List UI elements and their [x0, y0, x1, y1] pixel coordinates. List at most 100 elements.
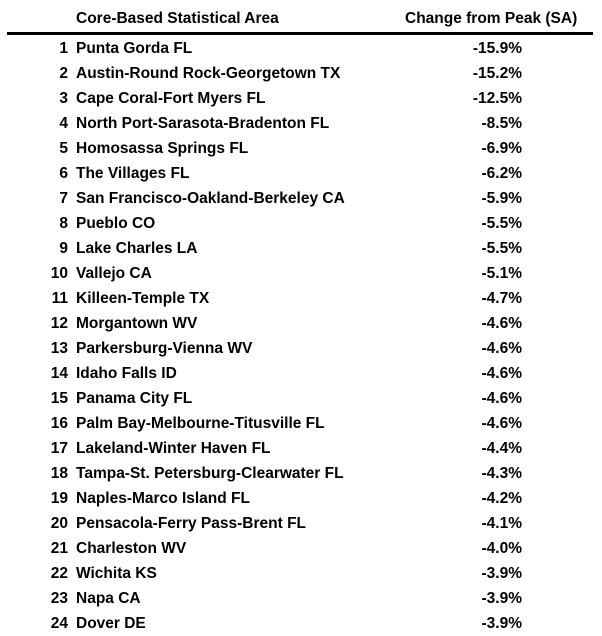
table-row: 15 Panama City FL -4.6% — [0, 386, 602, 411]
area-cell: Charleston WV — [76, 540, 187, 557]
area-cell: Austin-Round Rock-Georgetown TX — [76, 65, 341, 82]
area-cell: Vallejo CA — [76, 265, 152, 282]
rank-cell: 19 — [50, 490, 68, 507]
table-row: 4 North Port-Sarasota-Bradenton FL -8.5% — [0, 111, 602, 136]
column-header-change: Change from Peak (SA) — [405, 10, 578, 27]
area-cell: Punta Gorda FL — [76, 40, 193, 57]
change-cell: -8.5% — [481, 115, 523, 132]
table-row: 5 Homosassa Springs FL -6.9% — [0, 136, 602, 161]
area-cell: Killeen-Temple TX — [76, 290, 210, 307]
change-cell: -6.9% — [481, 140, 523, 157]
table-row: 8 Pueblo CO -5.5% — [0, 211, 602, 236]
rank-cell: 11 — [51, 290, 68, 307]
table-row: 1 Punta Gorda FL -15.9% — [0, 36, 602, 61]
column-header-area: Core-Based Statistical Area — [76, 10, 279, 27]
table-row: 12 Morgantown WV -4.6% — [0, 311, 602, 336]
change-cell: -4.0% — [481, 540, 523, 557]
rank-cell: 5 — [59, 140, 68, 157]
rank-cell: 12 — [50, 315, 68, 332]
change-cell: -4.3% — [481, 465, 523, 482]
change-cell: -3.9% — [481, 615, 523, 632]
table-row: 7 San Francisco-Oakland-Berkeley CA -5.9% — [0, 186, 602, 211]
change-cell: -4.2% — [481, 490, 523, 507]
table-row: 14 Idaho Falls ID -4.6% — [0, 361, 602, 386]
area-cell: Lake Charles LA — [76, 240, 198, 257]
change-cell: -4.6% — [481, 390, 523, 407]
rank-cell: 23 — [50, 590, 68, 607]
rank-cell: 1 — [59, 40, 68, 57]
area-cell: Naples-Marco Island FL — [76, 490, 250, 507]
rank-cell: 9 — [59, 240, 68, 257]
table-row: 23 Napa CA -3.9% — [0, 586, 602, 611]
area-cell: Panama City FL — [76, 390, 193, 407]
table-row: 3 Cape Coral-Fort Myers FL -12.5% — [0, 86, 602, 111]
change-cell: -4.1% — [481, 515, 523, 532]
change-cell: -3.9% — [481, 590, 523, 607]
rank-cell: 7 — [59, 190, 68, 207]
change-cell: -12.5% — [472, 90, 522, 107]
change-cell: -15.2% — [472, 65, 522, 82]
area-cell: Wichita KS — [76, 565, 157, 582]
table-body: 1 Punta Gorda FL -15.9% 2 Austin-Round Rock-… — [0, 36, 602, 636]
table-row: 17 Lakeland-Winter Haven FL -4.4% — [0, 436, 602, 461]
rank-cell: 18 — [50, 465, 68, 482]
table-row: 2 Austin-Round Rock-Georgetown TX -15.2% — [0, 61, 602, 86]
rank-cell: 4 — [59, 115, 68, 132]
header-divider — [7, 32, 593, 35]
table-row: 24 Dover DE -3.9% — [0, 611, 602, 636]
change-cell: -5.9% — [481, 190, 523, 207]
area-cell: Palm Bay-Melbourne-Titusville FL — [76, 415, 325, 432]
rank-cell: 14 — [50, 365, 68, 382]
rank-cell: 8 — [59, 215, 68, 232]
area-cell: San Francisco-Oakland-Berkeley CA — [76, 190, 345, 207]
area-cell: North Port-Sarasota-Bradenton FL — [76, 115, 330, 132]
area-cell: Parkersburg-Vienna WV — [76, 340, 253, 357]
rank-cell: 10 — [50, 265, 68, 282]
change-cell: -4.6% — [481, 315, 523, 332]
table-row: 18 Tampa-St. Petersburg-Clearwater FL -4.3… — [0, 461, 602, 486]
change-cell: -15.9% — [472, 40, 522, 57]
area-cell: Napa CA — [76, 590, 141, 607]
rank-cell: 20 — [50, 515, 68, 532]
change-cell: -4.4% — [481, 440, 523, 457]
change-cell: -5.1% — [481, 265, 523, 282]
rank-cell: 2 — [59, 65, 68, 82]
area-cell: Tampa-St. Petersburg-Clearwater FL — [76, 465, 344, 482]
rank-cell: 24 — [50, 615, 68, 632]
area-cell: Pueblo CO — [76, 215, 156, 232]
table-row: 10 Vallejo CA -5.1% — [0, 261, 602, 286]
rank-cell: 16 — [50, 415, 68, 432]
change-cell: -5.5% — [481, 240, 523, 257]
area-cell: Idaho Falls ID — [76, 365, 177, 382]
change-cell: -3.9% — [481, 565, 523, 582]
area-cell: Homosassa Springs FL — [76, 140, 249, 157]
change-cell: -4.6% — [481, 415, 523, 432]
table-row: 13 Parkersburg-Vienna WV -4.6% — [0, 336, 602, 361]
table-row: 11 Killeen-Temple TX -4.7% — [0, 286, 602, 311]
change-cell: -4.7% — [481, 290, 523, 307]
rank-cell: 22 — [50, 565, 68, 582]
change-cell: -6.2% — [481, 165, 523, 182]
rank-cell: 17 — [50, 440, 68, 457]
area-cell: Cape Coral-Fort Myers FL — [76, 90, 266, 107]
table-row: 6 The Villages FL -6.2% — [0, 161, 602, 186]
table-row: 21 Charleston WV -4.0% — [0, 536, 602, 561]
table-row: 9 Lake Charles LA -5.5% — [0, 236, 602, 261]
table-row: 20 Pensacola-Ferry Pass-Brent FL -4.1% — [0, 511, 602, 536]
rank-cell: 15 — [50, 390, 68, 407]
rank-cell: 13 — [50, 340, 68, 357]
rank-cell: 6 — [59, 165, 68, 182]
change-cell: -5.5% — [481, 215, 523, 232]
area-cell: The Villages FL — [76, 165, 190, 182]
change-cell: -4.6% — [481, 340, 523, 357]
area-cell: Dover DE — [76, 615, 146, 632]
rank-cell: 21 — [50, 540, 68, 557]
area-cell: Pensacola-Ferry Pass-Brent FL — [76, 515, 307, 532]
table-row: 16 Palm Bay-Melbourne-Titusville FL -4.6% — [0, 411, 602, 436]
table-row: 19 Naples-Marco Island FL -4.2% — [0, 486, 602, 511]
change-cell: -4.6% — [481, 365, 523, 382]
area-cell: Lakeland-Winter Haven FL — [76, 440, 271, 457]
table-row: 22 Wichita KS -3.9% — [0, 561, 602, 586]
rank-cell: 3 — [59, 90, 68, 107]
area-cell: Morgantown WV — [76, 315, 198, 332]
